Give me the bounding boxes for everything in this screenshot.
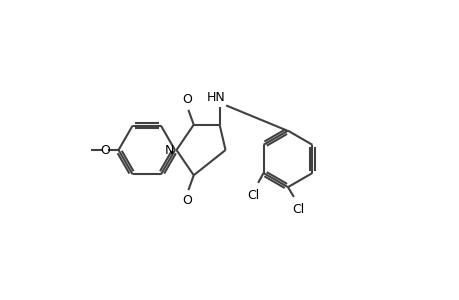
Text: N: N (164, 143, 174, 157)
Text: O: O (182, 194, 192, 207)
Text: Cl: Cl (247, 189, 259, 202)
Text: HN: HN (207, 91, 225, 104)
Text: Cl: Cl (291, 203, 304, 216)
Text: O: O (182, 93, 192, 106)
Text: O: O (100, 143, 110, 157)
